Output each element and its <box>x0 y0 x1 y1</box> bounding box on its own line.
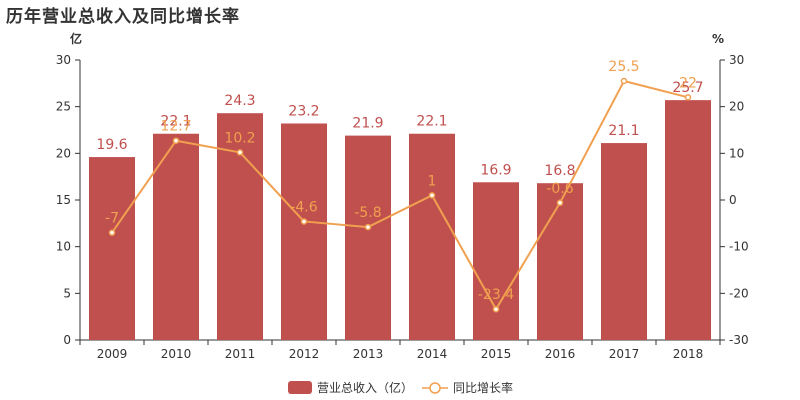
bar-value-label: 25.7 <box>672 80 703 96</box>
y-right-tick-label: 0 <box>729 193 737 207</box>
line-point <box>428 192 436 199</box>
bar <box>473 182 519 340</box>
line-value-label: -4.6 <box>290 199 317 215</box>
bar-value-label: 22.1 <box>416 114 447 130</box>
x-tick-label: 2018 <box>673 347 704 361</box>
y-left-tick-label: 0 <box>63 333 71 347</box>
bar <box>345 135 391 340</box>
y-left-tick-label: 25 <box>56 100 71 114</box>
y-left-tick-label: 5 <box>63 286 71 300</box>
line-value-label: -5.8 <box>354 205 381 221</box>
line-value-label: 25.5 <box>608 59 639 75</box>
bar <box>89 157 135 340</box>
bar-value-label: 16.9 <box>480 162 511 178</box>
line-point <box>300 218 308 225</box>
line-value-label: -0.6 <box>546 181 573 197</box>
bar-value-label: 22.1 <box>160 114 191 130</box>
bar <box>665 100 711 340</box>
y-right-tick-label: 20 <box>729 100 744 114</box>
data-labels: 19.6 22.1 24.3 23.2 21.9 22.1 16.9 16.8 21.1 25.7… <box>96 59 703 303</box>
line-point <box>364 223 372 231</box>
legend[interactable]: 营业总收入（亿） 同比增长率 <box>288 380 513 395</box>
bar-value-label: 24.3 <box>224 93 255 109</box>
x-tick-label: 2017 <box>609 347 640 361</box>
line-value-label: -23.4 <box>478 287 514 303</box>
bar <box>409 133 455 340</box>
bar-value-label: 21.1 <box>608 123 639 139</box>
x-tick-label: 2010 <box>161 347 192 361</box>
y-right-tick-label: -30 <box>729 333 749 347</box>
line-point <box>556 199 564 207</box>
y-right-tick-label: -20 <box>729 286 749 300</box>
x-tick-label: 2013 <box>353 347 384 361</box>
legend-swatch-bar <box>288 381 312 394</box>
line-value-label: 12.7 <box>160 119 191 135</box>
line-value-label: 10.2 <box>224 130 255 146</box>
legend-label-bar: 营业总收入（亿） <box>317 380 413 395</box>
y-right-tick-label: 30 <box>729 53 744 67</box>
legend-swatch-marker <box>429 382 441 394</box>
y-left-tick-label: 20 <box>56 146 71 160</box>
y-left-unit: 亿 <box>70 31 82 46</box>
bar-series <box>89 100 711 340</box>
line-series <box>108 77 692 313</box>
y-left-tick-label: 15 <box>56 193 71 207</box>
x-tick-label: 2016 <box>545 347 576 361</box>
legend-label-line: 同比增长率 <box>453 380 513 395</box>
line-point <box>236 149 244 156</box>
x-tick-label: 2015 <box>481 347 512 361</box>
x-tick-label: 2014 <box>417 347 448 361</box>
bar <box>601 143 647 340</box>
bar <box>281 123 327 340</box>
line-point <box>108 229 116 236</box>
bar-value-label: 21.9 <box>352 116 383 132</box>
bar-value-label: 16.8 <box>544 163 575 179</box>
y-right-unit: % <box>712 32 724 46</box>
chart-title: 历年营业总收入及同比增长率 <box>6 7 240 27</box>
line-value-label: -7 <box>105 211 119 227</box>
bar <box>537 183 583 340</box>
bar-value-label: 19.6 <box>96 137 127 153</box>
y-right-tick-label: 10 <box>729 146 744 160</box>
line-point <box>172 137 180 144</box>
line-point <box>492 305 500 313</box>
line-point <box>620 77 628 85</box>
y-left-tick-label: 30 <box>56 53 71 67</box>
bar-value-label: 23.2 <box>288 103 319 119</box>
line-point <box>684 94 692 101</box>
line-path <box>111 79 689 312</box>
line-value-label: 1 <box>428 173 437 189</box>
y-left-tick-label: 10 <box>56 240 71 254</box>
y-right-tick-label: -10 <box>729 240 749 254</box>
x-tick-label: 2012 <box>289 347 320 361</box>
line-value-label: 22 <box>679 75 697 91</box>
x-tick-label: 2009 <box>97 347 128 361</box>
bar <box>217 113 263 340</box>
bar <box>153 133 199 340</box>
x-tick-label: 2011 <box>225 347 256 361</box>
